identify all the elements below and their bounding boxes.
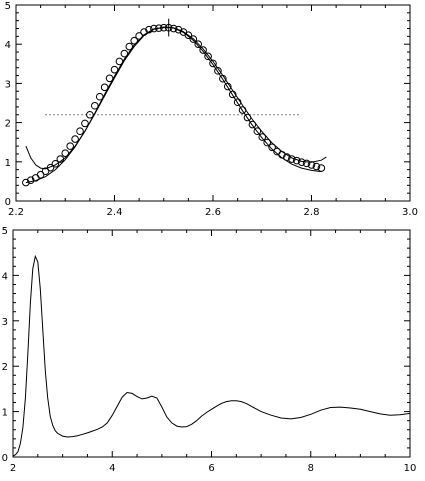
data-point bbox=[209, 59, 217, 68]
data-point bbox=[76, 127, 84, 136]
y-tick-label: 1 bbox=[5, 158, 11, 169]
data-point bbox=[51, 159, 60, 168]
data-point bbox=[194, 40, 203, 49]
y-tick-label: 2 bbox=[5, 119, 11, 130]
x-tick-label: 10 bbox=[404, 463, 417, 474]
plot-frame bbox=[12, 229, 411, 458]
y-tick-label: 4 bbox=[2, 271, 8, 282]
data-point bbox=[302, 159, 311, 168]
series-line-1 bbox=[25, 26, 322, 184]
x-tick-label: 2 bbox=[10, 463, 16, 474]
data-point bbox=[297, 158, 306, 166]
x-tick-label: 4 bbox=[109, 463, 115, 474]
y-tick-label: 2 bbox=[2, 362, 8, 373]
bottom-panel: 2 4 6 8 10 0 1 2 3 4 5 bbox=[2, 226, 417, 474]
data-point bbox=[312, 162, 321, 171]
data-point bbox=[204, 52, 212, 61]
y-tick-label: 5 bbox=[2, 226, 8, 237]
data-point bbox=[81, 119, 89, 128]
data-point bbox=[199, 46, 207, 54]
data-point bbox=[174, 25, 183, 34]
y-tick-label: 1 bbox=[2, 408, 8, 419]
y-tick-label: 0 bbox=[2, 453, 8, 464]
series-line-2 bbox=[25, 26, 327, 170]
y-tick-label: 5 bbox=[5, 1, 11, 12]
y-tick-label: 0 bbox=[5, 197, 11, 208]
x-tick-label: 6 bbox=[208, 463, 214, 474]
data-point bbox=[317, 164, 326, 172]
data-point bbox=[46, 163, 55, 172]
data-point bbox=[71, 135, 79, 143]
data-point bbox=[268, 143, 276, 152]
x-tick-label: 2.8 bbox=[304, 207, 320, 218]
y-tick-label: 3 bbox=[5, 79, 11, 90]
x-tick-label: 8 bbox=[308, 463, 314, 474]
data-point bbox=[258, 133, 267, 141]
x-tick-label: 2.6 bbox=[205, 207, 221, 218]
x-tick-label: 3.0 bbox=[402, 207, 418, 218]
data-point bbox=[214, 67, 222, 75]
data-point bbox=[189, 35, 198, 43]
data-point bbox=[248, 120, 257, 129]
data-point bbox=[307, 161, 316, 169]
data-point bbox=[91, 101, 99, 110]
data-point bbox=[22, 178, 30, 187]
y-tick-label: 4 bbox=[5, 40, 11, 51]
top-panel: 2.2 2.4 2.6 2.8 3.0 0 1 2 3 4 5 bbox=[5, 1, 418, 218]
data-point bbox=[184, 31, 193, 39]
y-tick-label: 3 bbox=[2, 317, 8, 328]
x-tick-label: 2.2 bbox=[8, 207, 24, 218]
data-point bbox=[263, 138, 271, 147]
data-point bbox=[26, 176, 35, 185]
data-point bbox=[86, 110, 94, 119]
data-point bbox=[36, 170, 45, 179]
plot-frame bbox=[15, 4, 411, 202]
data-point bbox=[41, 167, 50, 176]
series-line-0 bbox=[12, 254, 411, 457]
x-tick-label: 2.4 bbox=[107, 207, 123, 218]
data-point bbox=[66, 142, 74, 150]
data-point bbox=[253, 127, 262, 136]
data-point bbox=[130, 36, 138, 45]
